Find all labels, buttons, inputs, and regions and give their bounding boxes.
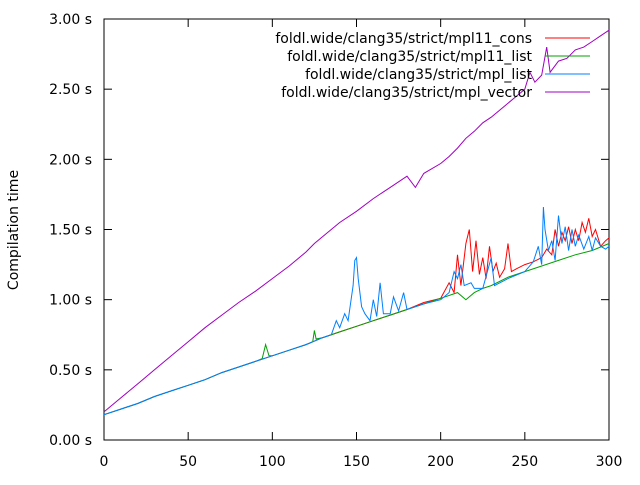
legend-label-3: foldl.wide/clang35/strict/mpl_list xyxy=(305,67,532,83)
x-tick-label: 50 xyxy=(179,454,197,470)
x-tick-label: 300 xyxy=(596,454,623,470)
legend-label-4: foldl.wide/clang35/strict/mpl_vector xyxy=(281,85,532,101)
y-tick-label: 3.00 s xyxy=(49,12,92,28)
x-tick-label: 150 xyxy=(343,454,370,470)
series-line-1 xyxy=(103,218,610,416)
y-tick-label: 2.00 s xyxy=(49,152,92,168)
series-line-4 xyxy=(103,29,610,413)
y-tick-label: 0.00 s xyxy=(49,433,92,449)
legend-label-1: foldl.wide/clang35/strict/mpl11_cons xyxy=(275,31,532,47)
series-line-3 xyxy=(103,206,610,416)
y-tick-label: 1.50 s xyxy=(49,223,92,239)
x-tick-label: 100 xyxy=(259,454,286,470)
y-tick-label: 1.00 s xyxy=(49,293,92,309)
y-tick-label: 0.50 s xyxy=(49,363,92,379)
x-tick-label: 200 xyxy=(427,454,454,470)
x-tick-label: 0 xyxy=(100,454,109,470)
y-axis-label: Compilation time xyxy=(6,170,22,290)
legend-label-2: foldl.wide/clang35/strict/mpl11_list xyxy=(287,49,532,65)
x-tick-label: 250 xyxy=(511,454,538,470)
series-line-2 xyxy=(103,243,610,416)
y-tick-label: 2.50 s xyxy=(49,82,92,98)
